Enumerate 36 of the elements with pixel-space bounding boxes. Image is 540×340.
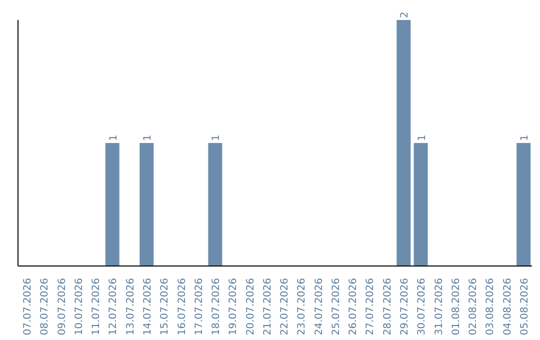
x-tick-label: 17.07.2026: [194, 278, 205, 336]
x-tick-label: 12.07.2026: [108, 278, 120, 336]
data-label: 1: [108, 134, 120, 141]
x-tick-label: 26.07.2026: [348, 278, 360, 336]
x-tick-label: 21.07.2026: [262, 278, 274, 336]
x-tick-label: 27.07.2026: [365, 278, 376, 336]
x-tick-label: 14.07.2026: [142, 278, 154, 336]
data-label: 2: [400, 12, 411, 18]
x-tick-label: 01.08.2026: [450, 278, 462, 336]
x-tick-label: 08.07.2026: [40, 278, 51, 336]
x-tick-label: 13.07.2026: [125, 278, 136, 336]
x-tick-label: 31.07.2026: [434, 278, 445, 336]
x-tick-label: 24.07.2026: [314, 278, 325, 336]
x-tick-label: 29.07.2026: [400, 278, 410, 336]
x-tick-label: 05.08.2026: [519, 278, 530, 336]
x-tick-label: 02.08.2026: [468, 278, 480, 336]
data-label: 1: [142, 134, 154, 141]
x-tick-label: 04.08.2026: [502, 278, 514, 336]
x-tick-label: 07.07.2026: [22, 278, 34, 336]
x-tick-label: 25.07.2026: [330, 278, 342, 336]
x-tick-label: 19.07.2026: [228, 278, 240, 336]
x-tick-label: 09.07.2026: [56, 278, 68, 336]
x-tick-label: 30.07.2026: [416, 278, 428, 336]
x-tick-label: 23.07.2026: [296, 278, 308, 336]
data-label: 1: [520, 134, 531, 141]
x-tick-label: 16.07.2026: [176, 278, 188, 336]
x-tick-label: 03.08.2026: [485, 278, 496, 336]
x-tick-label: 11.07.2026: [91, 278, 102, 336]
data-label: 1: [416, 134, 428, 141]
x-tick-label: 18.07.2026: [211, 278, 222, 336]
x-tick-label: 28.07.2026: [382, 278, 394, 336]
data-label: 1: [211, 134, 222, 141]
x-tick-label: 22.07.2026: [280, 278, 291, 336]
x-tick-label: 10.07.2026: [74, 278, 85, 336]
x-tick-label: 15.07.2026: [160, 278, 171, 336]
x-tick-label: 20.07.2026: [245, 278, 256, 336]
